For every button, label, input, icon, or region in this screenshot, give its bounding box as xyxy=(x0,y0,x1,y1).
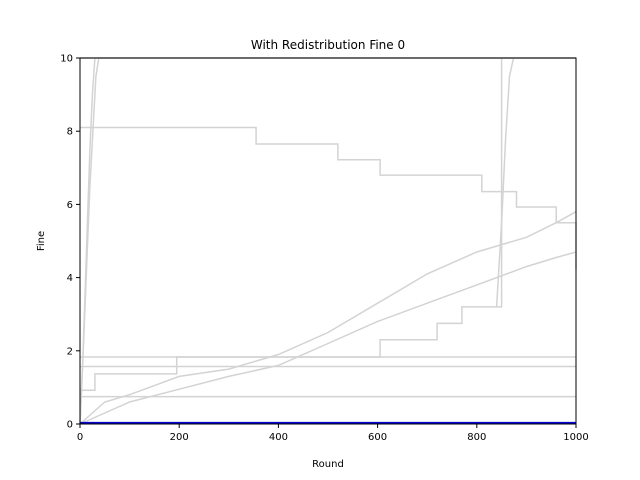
y-tick-label-3: 6 xyxy=(67,200,73,211)
series-line-11 xyxy=(495,57,576,307)
x-tick-label-1: 200 xyxy=(170,432,189,443)
x-tick-label-2: 400 xyxy=(269,432,288,443)
x-tick-label-0: 0 xyxy=(77,432,83,443)
series-line-6 xyxy=(79,251,577,425)
y-tick-label-0: 0 xyxy=(67,420,73,431)
chart-title: With Redistribution Fine 0 xyxy=(251,38,405,52)
y-tick-label-4: 8 xyxy=(67,127,73,138)
y-tick-label-1: 2 xyxy=(67,346,73,357)
y-tick-label-2: 4 xyxy=(67,273,73,284)
plot-lines xyxy=(79,57,577,425)
series-line-4 xyxy=(80,57,576,358)
y-tick-label-5: 10 xyxy=(60,54,73,65)
axis-ticks: 0 200 400 600 800 1000 0 2 4 6 8 10 xyxy=(60,54,588,444)
x-tick-label-3: 600 xyxy=(368,432,387,443)
y-axis-label: Fine xyxy=(36,231,47,251)
x-tick-label-4: 800 xyxy=(467,432,486,443)
plot-frame xyxy=(79,57,577,425)
x-tick-label-5: 1000 xyxy=(563,432,588,443)
x-axis-label: Round xyxy=(312,459,344,470)
series-line-2 xyxy=(80,126,577,270)
series-line-5 xyxy=(79,211,577,425)
